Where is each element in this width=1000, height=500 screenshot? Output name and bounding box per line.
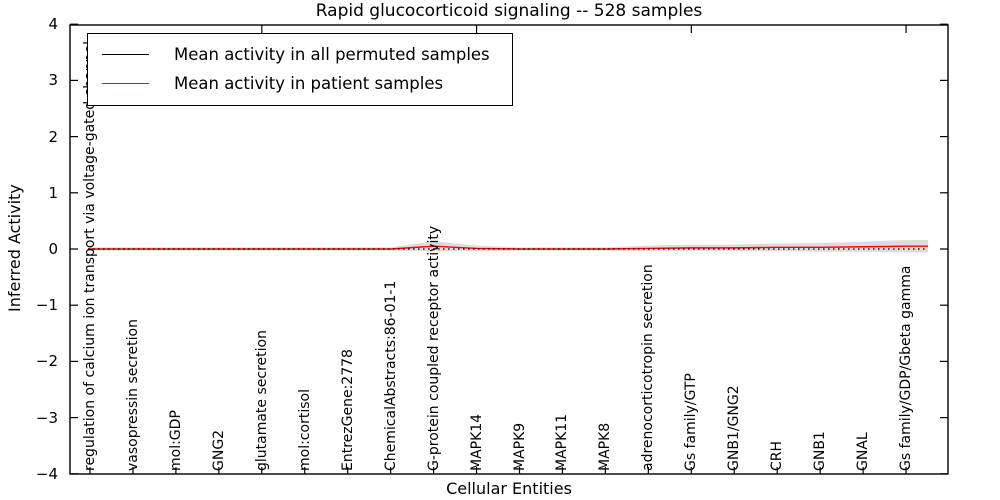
patient-line-sample xyxy=(102,83,149,84)
y-tick-label: 2 xyxy=(0,128,58,146)
x-tick-label: MAPK14 xyxy=(470,414,484,471)
y-tick-label: 3 xyxy=(0,71,58,89)
permuted-spread-band xyxy=(88,240,928,252)
x-tick-label: Gs family/GDP/Gbeta gamma xyxy=(899,266,913,472)
x-tick-label: ChemicalAbstracts:86-01-1 xyxy=(384,281,398,471)
x-tick-label: GNAL xyxy=(856,432,870,471)
legend-item-patient: Mean activity in patient samples xyxy=(88,69,512,98)
legend: Mean activity in all permuted samples Me… xyxy=(87,33,513,106)
y-tick-label: −4 xyxy=(0,465,58,483)
x-tick-label: GNB1 xyxy=(813,431,827,471)
x-tick-label: GNG2 xyxy=(212,430,226,471)
x-tick-label: GNB1/GNG2 xyxy=(727,385,741,471)
y-tick-label: 4 xyxy=(0,15,58,33)
x-tick-label: MAPK8 xyxy=(598,423,612,471)
x-tick-label: glutamate secretion xyxy=(255,330,269,471)
x-tick-label: mol:GDP xyxy=(169,410,183,471)
x-axis-label: Cellular Entities xyxy=(70,479,948,498)
y-axis-label: Inferred Activity xyxy=(5,184,24,312)
chart-title: Rapid glucocorticoid signaling -- 528 sa… xyxy=(70,1,948,21)
legend-label-permuted: Mean activity in all permuted samples xyxy=(174,45,490,64)
x-tick-label: MAPK9 xyxy=(513,423,527,471)
x-tick-label: CRH xyxy=(770,441,784,471)
x-tick-label: mol:cortisol xyxy=(298,389,312,471)
x-tick-label: adrenocorticotropin secretion xyxy=(641,264,655,471)
x-tick-label: G-protein coupled receptor activity xyxy=(427,226,441,471)
x-tick-label: EntrezGene:2778 xyxy=(341,349,355,471)
x-tick-label: vasopressin secretion xyxy=(126,319,140,471)
x-tick-label: Gs family/GTP xyxy=(684,373,698,471)
figure: Rapid glucocorticoid signaling -- 528 sa… xyxy=(0,0,1000,500)
x-tick-label: MAPK11 xyxy=(555,414,569,471)
y-tick-label: −2 xyxy=(0,352,58,370)
permuted-line-sample xyxy=(102,54,149,55)
legend-item-permuted: Mean activity in all permuted samples xyxy=(88,40,512,69)
legend-label-patient: Mean activity in patient samples xyxy=(174,74,443,93)
y-tick-label: −3 xyxy=(0,409,58,427)
